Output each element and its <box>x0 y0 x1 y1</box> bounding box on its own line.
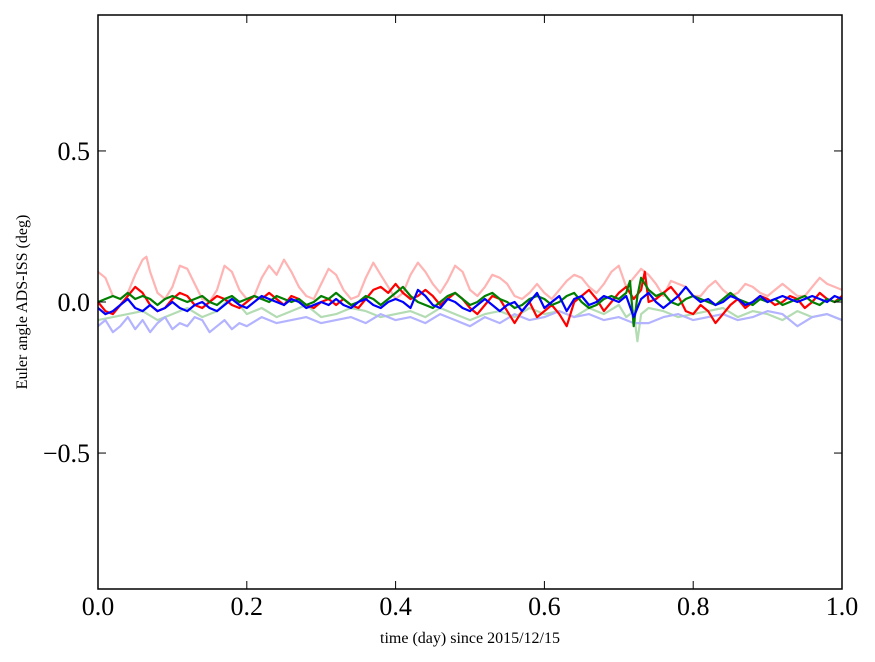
x-axis-label: time (day) since 2015/12/15 <box>380 630 560 647</box>
y-tick-label: 0.0 <box>58 288 91 317</box>
series-layer <box>98 255 842 343</box>
series-line-1 <box>98 255 842 304</box>
x-tick-label: 0.8 <box>677 592 710 621</box>
y-tick-label: −0.5 <box>43 439 90 468</box>
series-line-4 <box>98 270 842 328</box>
x-tick-label: 0.6 <box>528 592 561 621</box>
series-line-2 <box>98 294 842 343</box>
y-axis-label: Euler angle ADS-ISS (deg) <box>14 215 31 390</box>
tick-layer: 0.0 0.2 0.4 0.6 0.8 1.0 −0.5 0.0 0.5 <box>43 15 858 621</box>
x-tick-label: 0.4 <box>379 592 412 621</box>
x-tick-label: 0.0 <box>82 592 115 621</box>
y-tick-label: 0.5 <box>58 137 91 166</box>
x-tick-label: 1.0 <box>826 592 859 621</box>
series-line-6 <box>98 285 842 319</box>
series-line-3 <box>98 310 842 334</box>
x-tick-label: 0.2 <box>231 592 264 621</box>
